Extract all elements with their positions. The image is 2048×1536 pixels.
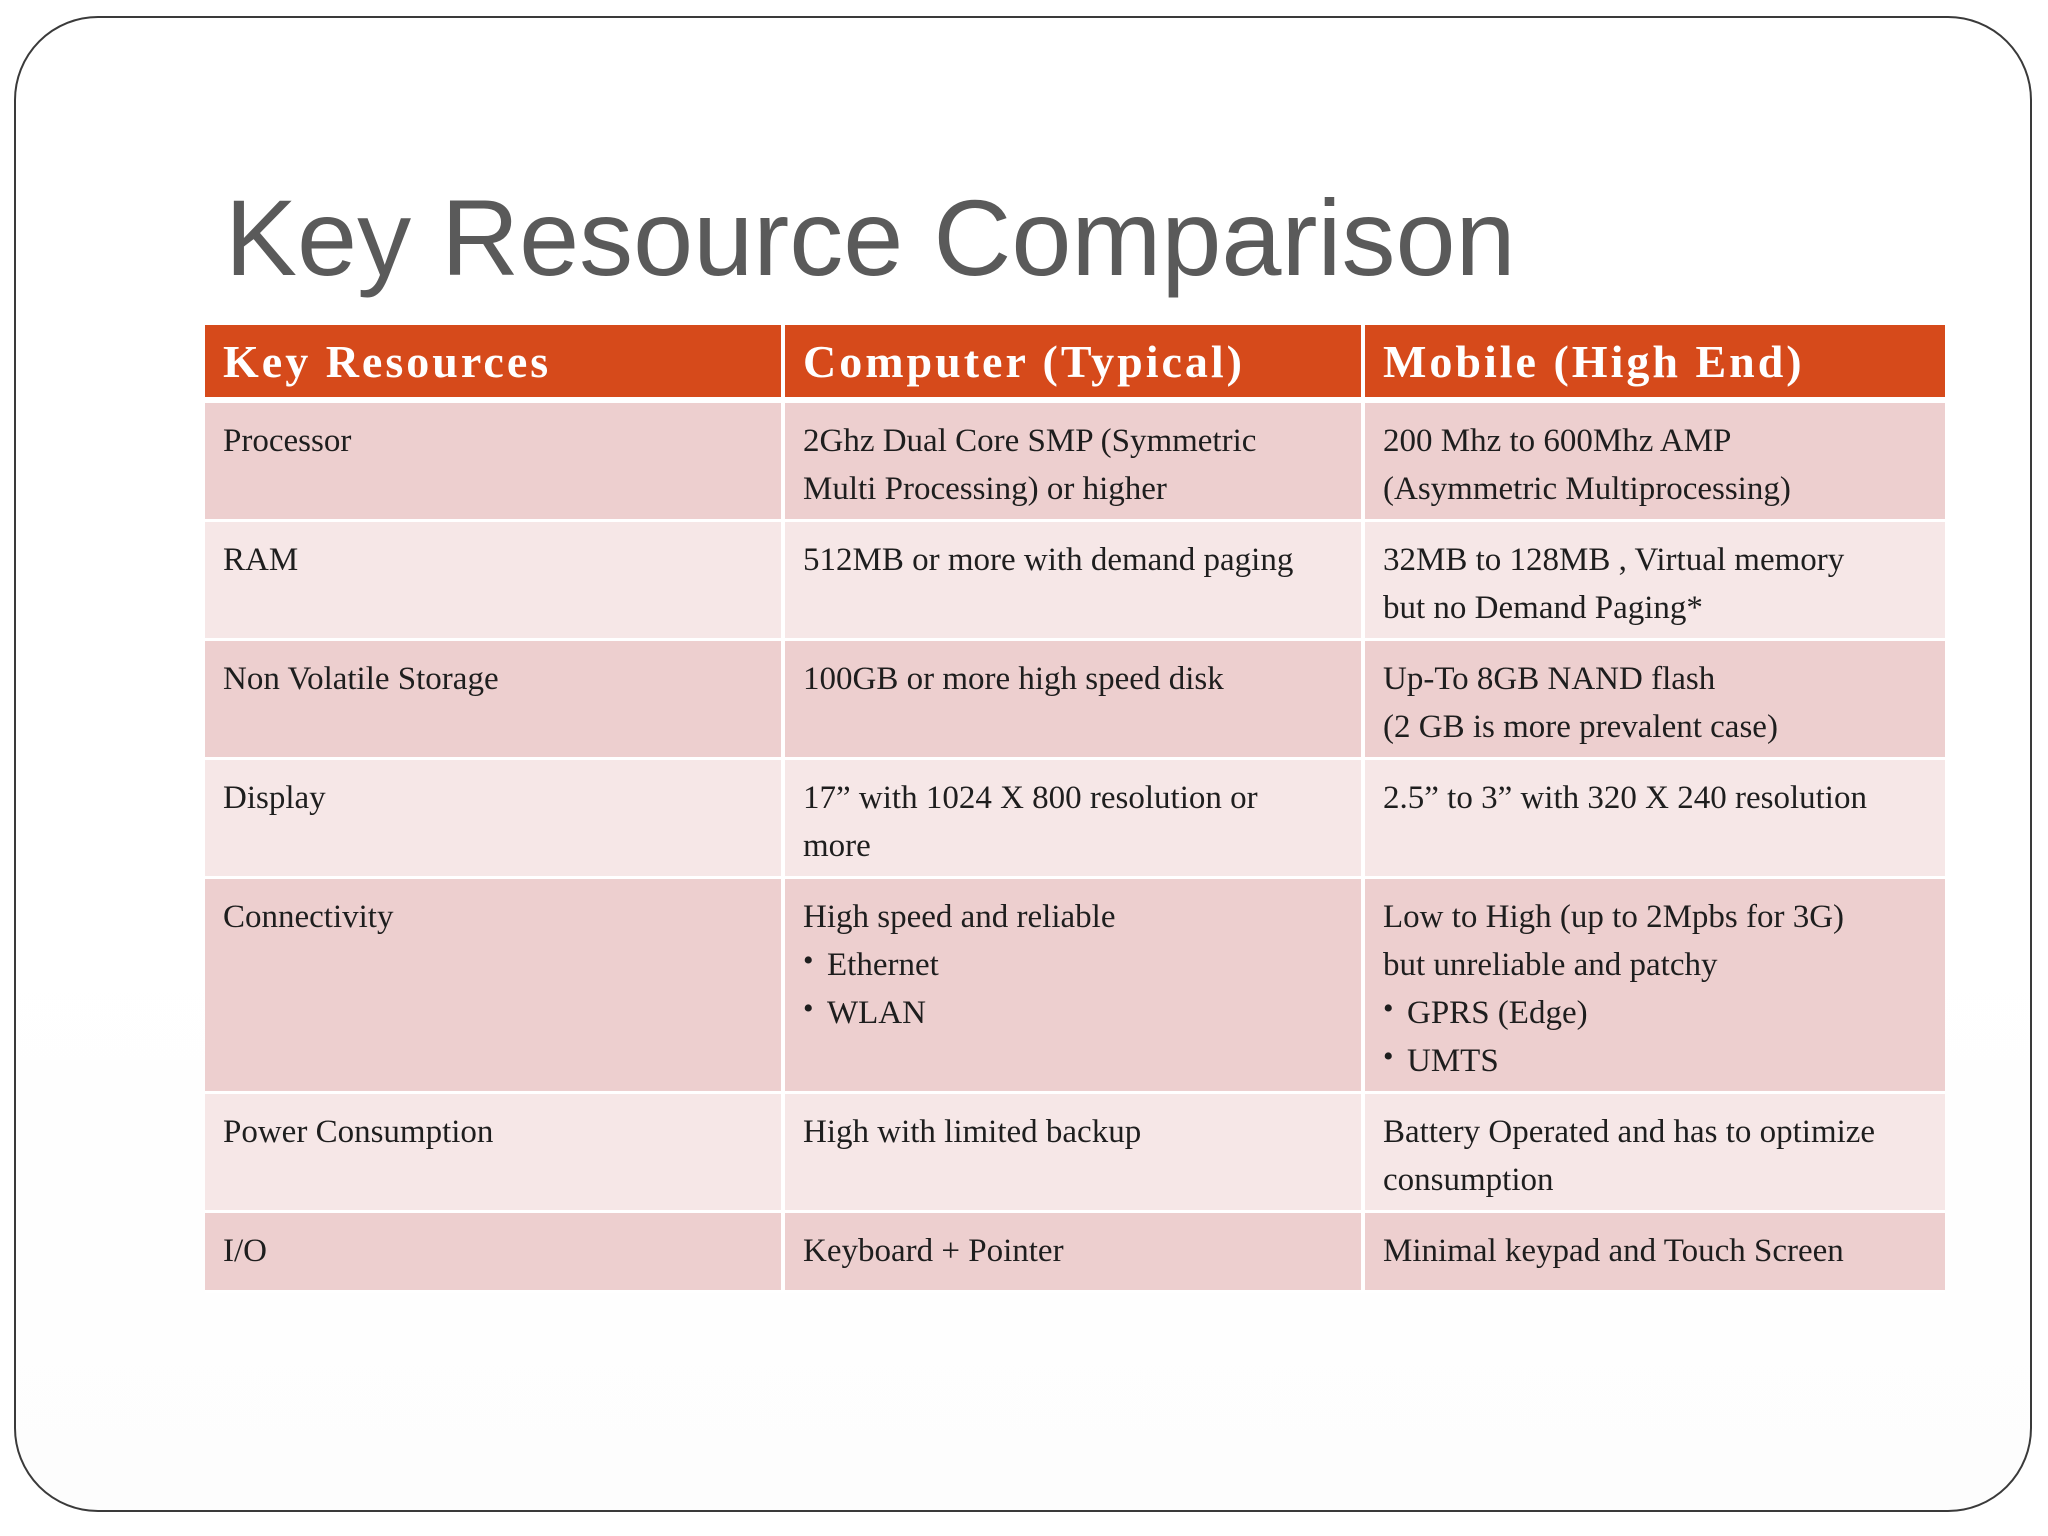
- cell-line: 100GB or more high speed disk: [803, 661, 1224, 697]
- cell-line: 2.5” to 3” with 320 X 240 resolution: [1383, 780, 1867, 816]
- bullet-icon: •: [1383, 1040, 1394, 1073]
- computer-cell: Keyboard + Pointer: [785, 1213, 1365, 1293]
- cell-line: 200 Mhz to 600Mhz AMP: [1383, 423, 1732, 459]
- resource-cell: Connectivity: [205, 879, 785, 1094]
- table-row: RAM 512MB or more with demand paging 32M…: [205, 522, 1945, 641]
- mobile-cell: Up-To 8GB NAND flash (2 GB is more preva…: [1365, 641, 1945, 760]
- mobile-cell: 2.5” to 3” with 320 X 240 resolution: [1365, 760, 1945, 879]
- slide-title: Key Resource Comparison: [225, 177, 1516, 298]
- bullet-text: Ethernet: [827, 947, 939, 983]
- resource-label: Power Consumption: [223, 1114, 494, 1150]
- mobile-cell: Low to High (up to 2Mpbs for 3G) but unr…: [1365, 879, 1945, 1094]
- bullet-icon: •: [803, 992, 814, 1025]
- resource-cell: I/O: [205, 1213, 785, 1293]
- cell-line: High speed and reliable: [803, 899, 1116, 935]
- computer-cell: 100GB or more high speed disk: [785, 641, 1365, 760]
- header-key-resources: Key Resources: [205, 325, 785, 403]
- resource-cell: Processor: [205, 403, 785, 522]
- table-row: Non Volatile Storage 100GB or more high …: [205, 641, 1945, 760]
- comparison-table: Key Resources Computer (Typical) Mobile …: [205, 325, 1945, 1293]
- cell-line: 512MB or more with demand paging: [803, 542, 1294, 578]
- cell-line: Battery Operated and has to optimize: [1383, 1114, 1876, 1150]
- table-header-row: Key Resources Computer (Typical) Mobile …: [205, 325, 1945, 403]
- cell-line: (2 GB is more prevalent case): [1383, 709, 1778, 745]
- bullet-text: WLAN: [827, 995, 926, 1031]
- cell-line: Low to High (up to 2Mpbs for 3G): [1383, 899, 1845, 935]
- bullet-icon: •: [1383, 992, 1394, 1025]
- cell-line: High with limited backup: [803, 1114, 1142, 1150]
- cell-line: but unreliable and patchy: [1383, 947, 1718, 983]
- table-row: I/O Keyboard + Pointer Minimal keypad an…: [205, 1213, 1945, 1293]
- bullet-item: • UMTS: [1383, 1037, 1927, 1085]
- table-row: Display 17” with 1024 X 800 resolution o…: [205, 760, 1945, 879]
- resource-label: Non Volatile Storage: [223, 661, 499, 697]
- bullet-icon: •: [803, 944, 814, 977]
- mobile-cell: Battery Operated and has to optimize con…: [1365, 1094, 1945, 1213]
- computer-cell: 17” with 1024 X 800 resolution or more: [785, 760, 1365, 879]
- resource-cell: RAM: [205, 522, 785, 641]
- cell-line: (Asymmetric Multiprocessing): [1383, 471, 1791, 507]
- resource-label: Processor: [223, 423, 352, 459]
- resource-label: Connectivity: [223, 899, 394, 935]
- cell-line: consumption: [1383, 1162, 1554, 1198]
- mobile-cell: 200 Mhz to 600Mhz AMP (Asymmetric Multip…: [1365, 403, 1945, 522]
- bullet-text: GPRS (Edge): [1407, 995, 1588, 1031]
- cell-line: but no Demand Paging*: [1383, 590, 1703, 626]
- header-mobile: Mobile (High End): [1365, 325, 1945, 403]
- computer-cell: 2Ghz Dual Core SMP (Symmetric Multi Proc…: [785, 403, 1365, 522]
- cell-line: Up-To 8GB NAND flash: [1383, 661, 1716, 697]
- table-row: Connectivity High speed and reliable • Et…: [205, 879, 1945, 1094]
- computer-cell: 512MB or more with demand paging: [785, 522, 1365, 641]
- cell-line: 32MB to 128MB , Virtual memory: [1383, 542, 1845, 578]
- header-computer: Computer (Typical): [785, 325, 1365, 403]
- resource-label: Display: [223, 780, 326, 816]
- resource-label: I/O: [223, 1233, 267, 1269]
- computer-cell: High with limited backup: [785, 1094, 1365, 1213]
- computer-cell: High speed and reliable • Ethernet • WLAN: [785, 879, 1365, 1094]
- cell-line: Minimal keypad and Touch Screen: [1383, 1233, 1844, 1269]
- bullet-item: • Ethernet: [803, 941, 1343, 989]
- cell-line: Keyboard + Pointer: [803, 1233, 1064, 1269]
- table-row: Power Consumption High with limited back…: [205, 1094, 1945, 1213]
- resource-label: RAM: [223, 542, 299, 578]
- bullet-item: • GPRS (Edge): [1383, 989, 1927, 1037]
- cell-line: more: [803, 828, 871, 864]
- cell-line: 2Ghz Dual Core SMP (Symmetric: [803, 423, 1257, 459]
- resource-cell: Non Volatile Storage: [205, 641, 785, 760]
- cell-line: 17” with 1024 X 800 resolution or: [803, 780, 1258, 816]
- resource-cell: Display: [205, 760, 785, 879]
- bullet-text: UMTS: [1407, 1043, 1499, 1079]
- resource-cell: Power Consumption: [205, 1094, 785, 1213]
- bullet-item: • WLAN: [803, 989, 1343, 1037]
- mobile-cell: Minimal keypad and Touch Screen: [1365, 1213, 1945, 1293]
- mobile-cell: 32MB to 128MB , Virtual memory but no De…: [1365, 522, 1945, 641]
- cell-line: Multi Processing) or higher: [803, 471, 1167, 507]
- table-row: Processor 2Ghz Dual Core SMP (Symmetric …: [205, 403, 1945, 522]
